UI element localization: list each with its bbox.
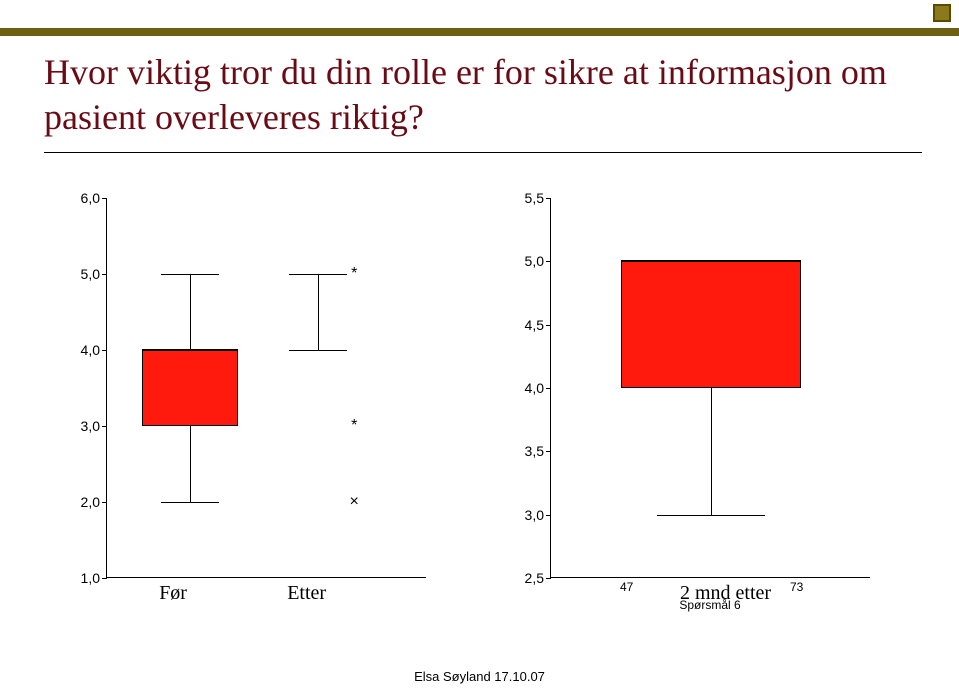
- category-label: Før: [159, 582, 187, 605]
- y-tick-label: 5,0: [52, 266, 100, 282]
- median-line: [621, 260, 800, 262]
- corner-ornament: [933, 4, 951, 22]
- y-tick: [102, 578, 107, 579]
- y-tick-label: 4,5: [496, 317, 544, 333]
- boxplot-right: 2,53,03,54,04,55,05,52 mnd etter4773Spør…: [496, 188, 896, 618]
- whisker-cap: [161, 274, 219, 275]
- y-tick-label: 3,5: [496, 443, 544, 459]
- y-tick: [546, 261, 551, 262]
- boxplot-left: * * × 1,0 2,0 3,0 4,0 5,0 6,0 Før Etter: [52, 188, 452, 618]
- charts-area: * * × 1,0 2,0 3,0 4,0 5,0 6,0 Før Etter 2,5 3,0 3,5 4…: [44, 188, 922, 628]
- y-tick-label: 6,0: [52, 190, 100, 206]
- whisker-cap: [657, 515, 766, 516]
- plot-area: * * ×: [106, 198, 426, 578]
- top-stripe: [0, 28, 959, 36]
- y-tick: [102, 274, 107, 275]
- y-tick: [102, 502, 107, 503]
- x-axis-label: Spørsmål 6: [550, 598, 870, 612]
- box: [142, 350, 238, 426]
- y-tick-label: 3,0: [496, 507, 544, 523]
- whisker-cap: [161, 502, 219, 503]
- x-tick-label: 73: [790, 580, 803, 594]
- y-tick-label: 2,5: [496, 570, 544, 586]
- y-tick: [546, 451, 551, 452]
- y-tick: [546, 388, 551, 389]
- y-tick: [102, 426, 107, 427]
- median-line: [142, 349, 238, 351]
- y-tick: [546, 198, 551, 199]
- outlier-mark: *: [351, 417, 357, 435]
- y-tick-label: 1,0: [52, 570, 100, 586]
- whisker-cap: [289, 274, 347, 275]
- x-tick-label: 47: [620, 580, 633, 594]
- page-title: Hvor viktig tror du din rolle er for sik…: [44, 50, 914, 140]
- y-tick-label: 3,0: [52, 418, 100, 434]
- y-tick-label: 4,0: [496, 380, 544, 396]
- y-tick: [102, 198, 107, 199]
- title-underline: [44, 152, 922, 153]
- y-tick: [546, 578, 551, 579]
- y-tick: [546, 325, 551, 326]
- y-tick-label: 2,0: [52, 494, 100, 510]
- y-tick-label: 5,5: [496, 190, 544, 206]
- y-tick: [102, 350, 107, 351]
- y-tick: [546, 515, 551, 516]
- whisker: [318, 274, 319, 350]
- footer-text: Elsa Søyland 17.10.07: [0, 669, 959, 684]
- category-label: Etter: [287, 582, 326, 605]
- outlier-mark: ×: [350, 493, 359, 511]
- outlier-mark: *: [351, 265, 357, 283]
- box: [621, 261, 800, 388]
- plot-area: [550, 198, 870, 578]
- y-tick-label: 4,0: [52, 342, 100, 358]
- whisker-cap: [289, 350, 347, 351]
- y-tick-label: 5,0: [496, 253, 544, 269]
